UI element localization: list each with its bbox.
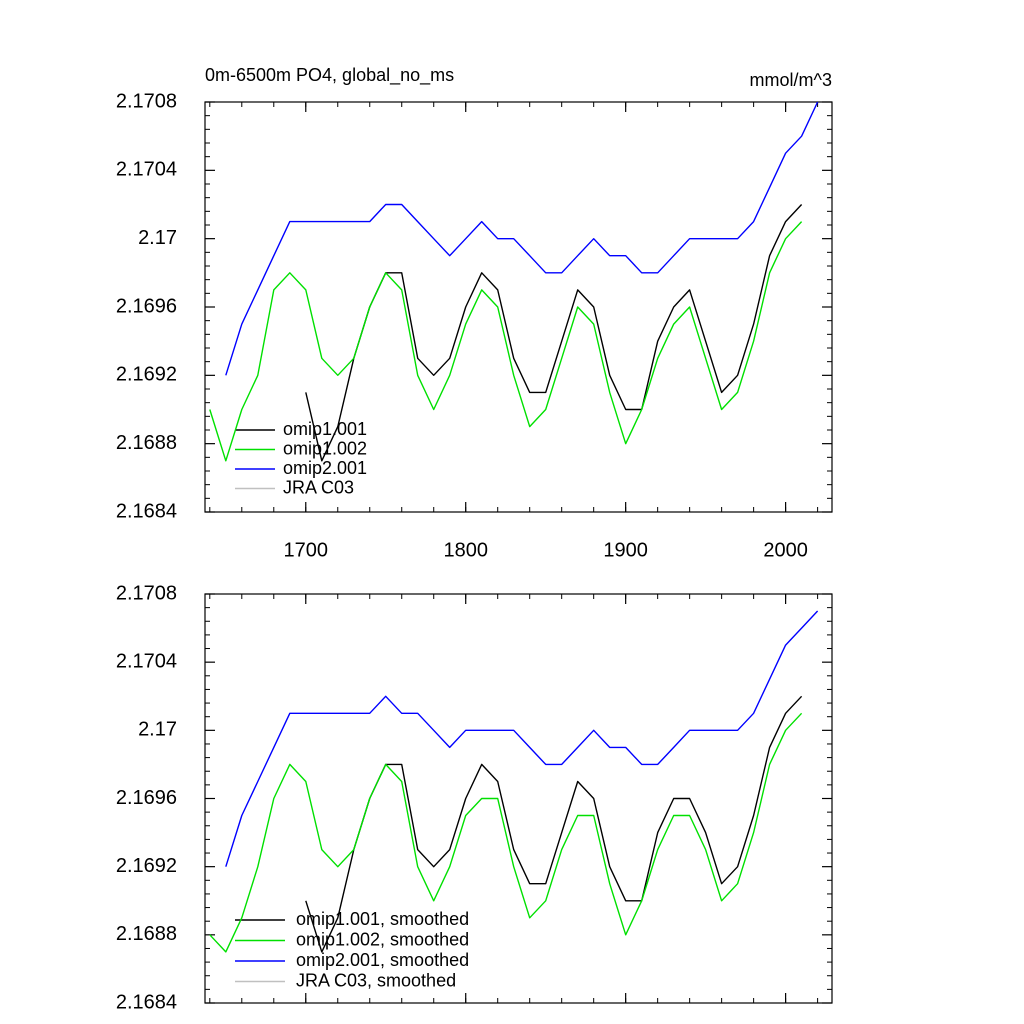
x-tick-label: 2000	[763, 539, 808, 561]
series-line	[305, 204, 803, 462]
y-tick-label: 2.17	[138, 227, 177, 249]
y-tick-label: 2.1704	[116, 159, 177, 181]
y-tick-label: 2.1708	[116, 90, 177, 112]
legend-label: JRA C03	[283, 477, 354, 497]
series-line	[225, 101, 819, 376]
y-tick-label: 2.1688	[116, 432, 177, 454]
units-label: mmol/m^3	[750, 70, 832, 90]
y-tick-label: 2.1696	[116, 787, 177, 809]
legend-label: omip1.002	[283, 438, 367, 458]
y-tick-label: 2.1684	[116, 991, 177, 1013]
y-tick-label: 2.1688	[116, 923, 177, 945]
y-tick-label: 2.1704	[116, 650, 177, 672]
y-tick-label: 2.1692	[116, 855, 177, 877]
y-tick-label: 2.1696	[116, 295, 177, 317]
legend-label: omip1.002, smoothed	[296, 929, 469, 949]
legend-label: omip2.001	[283, 458, 367, 478]
y-tick-label: 2.1708	[116, 582, 177, 604]
series-line	[225, 610, 819, 867]
legend-label: omip2.001, smoothed	[296, 950, 469, 970]
y-tick-label: 2.1692	[116, 364, 177, 386]
y-tick-label: 2.17	[138, 719, 177, 741]
x-tick-label: 1700	[284, 539, 329, 561]
legend-label: omip1.001, smoothed	[296, 909, 469, 929]
legend-label: JRA C03, smoothed	[296, 970, 456, 990]
x-tick-label: 1800	[443, 539, 488, 561]
series-line	[305, 695, 803, 953]
x-tick-label: 1900	[603, 539, 648, 561]
legend-label: omip1.001	[283, 419, 367, 439]
chart-title: 0m-6500m PO4, global_no_ms	[205, 65, 454, 86]
y-tick-label: 2.1684	[116, 500, 177, 522]
series-line	[209, 712, 803, 953]
series-line	[209, 221, 803, 462]
